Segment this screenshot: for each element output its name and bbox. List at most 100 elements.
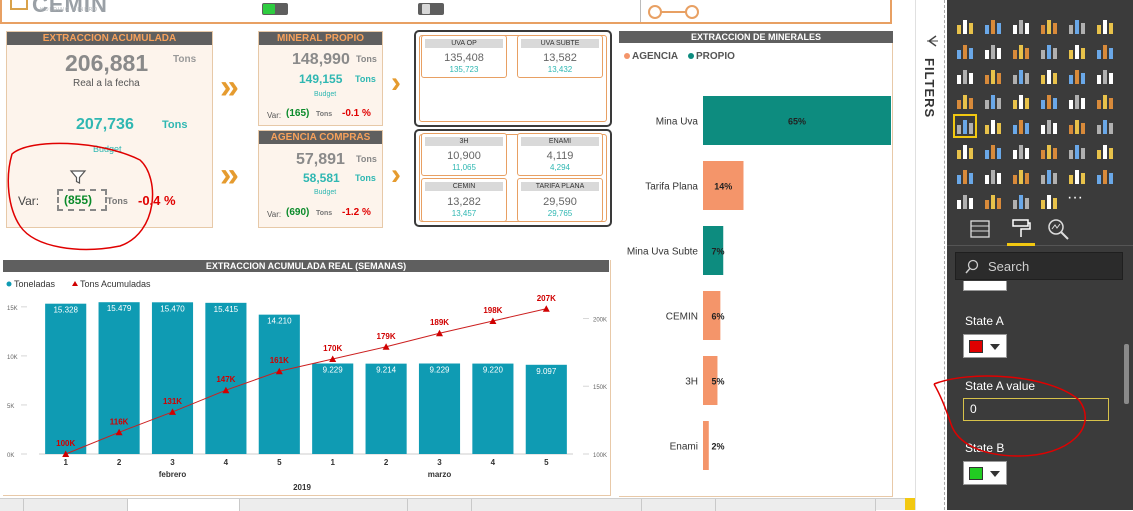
- card-cemin: CEMIN 13,282 13,457: [421, 178, 507, 222]
- map-icon[interactable]: [1095, 66, 1115, 86]
- custom-visual-14-icon[interactable]: [983, 191, 1003, 211]
- collapse-filters-icon[interactable]: [925, 34, 939, 48]
- page-tab[interactable]: [472, 499, 642, 511]
- custom-visual-4-icon[interactable]: [1039, 141, 1059, 161]
- state-a-value-input[interactable]: 0: [963, 398, 1109, 421]
- chevron-right-icon: ›: [391, 158, 401, 191]
- area-chart-icon[interactable]: [983, 41, 1003, 61]
- kpi-icon[interactable]: [953, 114, 977, 138]
- panel-title: MINERAL PROPIO: [259, 32, 382, 45]
- more-visuals-icon[interactable]: ···: [1067, 189, 1083, 206]
- custom-visual-2-icon[interactable]: [983, 141, 1003, 161]
- custom-visual-1-icon[interactable]: [955, 141, 975, 161]
- toggle-knob: [422, 4, 430, 14]
- bar-value-label: 7%: [711, 247, 724, 257]
- gauge-icon[interactable]: [1039, 91, 1059, 111]
- state-b-color-dropdown[interactable]: [963, 461, 1007, 485]
- card-budget: 29,765: [547, 209, 573, 218]
- slicer-icon[interactable]: [983, 116, 1003, 136]
- page-tab[interactable]: [408, 499, 472, 511]
- funnel-icon[interactable]: [1011, 91, 1031, 111]
- page-tab[interactable]: [716, 499, 876, 511]
- table-icon[interactable]: [1011, 116, 1031, 136]
- card-value: 29,590: [543, 196, 577, 208]
- card-icon[interactable]: [1067, 91, 1087, 111]
- pie-chart-icon[interactable]: [1011, 66, 1031, 86]
- page-tab[interactable]: [24, 499, 128, 511]
- format-paint-roller-icon[interactable]: [1009, 217, 1033, 241]
- prev-color-dropdown[interactable]: [963, 281, 1007, 291]
- page-tab[interactable]: [240, 499, 408, 511]
- format-search-input[interactable]: Search: [955, 252, 1123, 280]
- search-icon: [965, 259, 979, 274]
- clustered-bar-icon[interactable]: [1011, 16, 1031, 36]
- treemap-icon[interactable]: [1067, 66, 1087, 86]
- line-column-icon[interactable]: [1039, 41, 1059, 61]
- toggle-switch-off[interactable]: [418, 3, 444, 15]
- filter-icon[interactable]: [69, 168, 87, 186]
- real-value: 206,881: [65, 50, 149, 76]
- scatter-icon[interactable]: [983, 66, 1003, 86]
- visualizations-pane: ··· Search State A State A value 0 State: [933, 0, 1133, 510]
- multirow-card-icon[interactable]: [1095, 91, 1115, 111]
- var-value-selection[interactable]: [57, 189, 107, 211]
- page-tab[interactable]: [0, 499, 24, 511]
- annotation-circle: [7, 142, 154, 251]
- waterfall-icon[interactable]: [955, 66, 975, 86]
- line-chart-icon[interactable]: [955, 41, 975, 61]
- 100-bar-icon[interactable]: [1067, 16, 1087, 36]
- bar: [703, 96, 891, 145]
- stacked-column-icon[interactable]: [983, 16, 1003, 36]
- bar-value-label: 5%: [711, 377, 724, 387]
- custom-visual-16-icon[interactable]: [1039, 191, 1059, 211]
- r-visual-icon[interactable]: [1067, 116, 1087, 136]
- x-tick-label: 5: [277, 458, 282, 467]
- matrix-icon[interactable]: [1039, 116, 1059, 136]
- globe-icon[interactable]: [1095, 116, 1115, 136]
- var-unit: Tons: [107, 196, 128, 206]
- clustered-column-icon[interactable]: [1039, 16, 1059, 36]
- donut-icon[interactable]: [1039, 66, 1059, 86]
- var-value: (165): [286, 108, 310, 119]
- stacked-bar-icon[interactable]: [955, 16, 975, 36]
- shape-map-icon[interactable]: [983, 91, 1003, 111]
- state-a-color-dropdown[interactable]: [963, 334, 1007, 358]
- var-pct: -0.1 %: [342, 108, 371, 119]
- custom-visual-7-icon[interactable]: [955, 166, 975, 186]
- custom-visual-15-icon[interactable]: [1011, 191, 1031, 211]
- cumulative-marker: [329, 355, 337, 362]
- toggle-switch-on[interactable]: [262, 3, 288, 15]
- budget-unit: Tons: [355, 74, 376, 84]
- line-column-2-icon[interactable]: [1067, 41, 1087, 61]
- ribbon-chart-icon[interactable]: [1095, 41, 1115, 61]
- legend-label: AGENCIA: [632, 51, 678, 62]
- custom-visual-10-icon[interactable]: [1039, 166, 1059, 186]
- cumulative-label: 189K: [430, 318, 449, 327]
- custom-visual-13-icon[interactable]: [955, 191, 975, 211]
- custom-visual-9-icon[interactable]: [1011, 166, 1031, 186]
- pane-scrollbar[interactable]: [1124, 344, 1129, 404]
- var-label: Var:: [18, 194, 40, 208]
- custom-visual-6-icon[interactable]: [1095, 141, 1115, 161]
- bar: [525, 364, 567, 454]
- analytics-icon[interactable]: [1047, 218, 1071, 240]
- fields-icon[interactable]: [969, 219, 991, 239]
- slider-handle-end[interactable]: [685, 5, 699, 19]
- filled-map-icon[interactable]: [955, 91, 975, 111]
- custom-visual-12-icon[interactable]: [1095, 166, 1115, 186]
- 100-column-icon[interactable]: [1095, 16, 1115, 36]
- slider-handle-start[interactable]: [648, 5, 662, 19]
- page-tab-active[interactable]: [128, 499, 240, 511]
- pane-resize-handle[interactable]: [944, 0, 949, 510]
- filters-pane: FILTERS: [915, 0, 947, 510]
- page-tab[interactable]: [642, 499, 716, 511]
- custom-visual-8-icon[interactable]: [983, 166, 1003, 186]
- custom-visual-5-icon[interactable]: [1067, 141, 1087, 161]
- budget-value: 58,581: [303, 171, 340, 185]
- cumulative-label: 161K: [270, 356, 289, 365]
- custom-visual-11-icon[interactable]: [1067, 166, 1087, 186]
- card-value: 4,119: [546, 150, 574, 162]
- date-slider-track[interactable]: [654, 11, 698, 13]
- stacked-area-icon[interactable]: [1011, 41, 1031, 61]
- custom-visual-3-icon[interactable]: [1011, 141, 1031, 161]
